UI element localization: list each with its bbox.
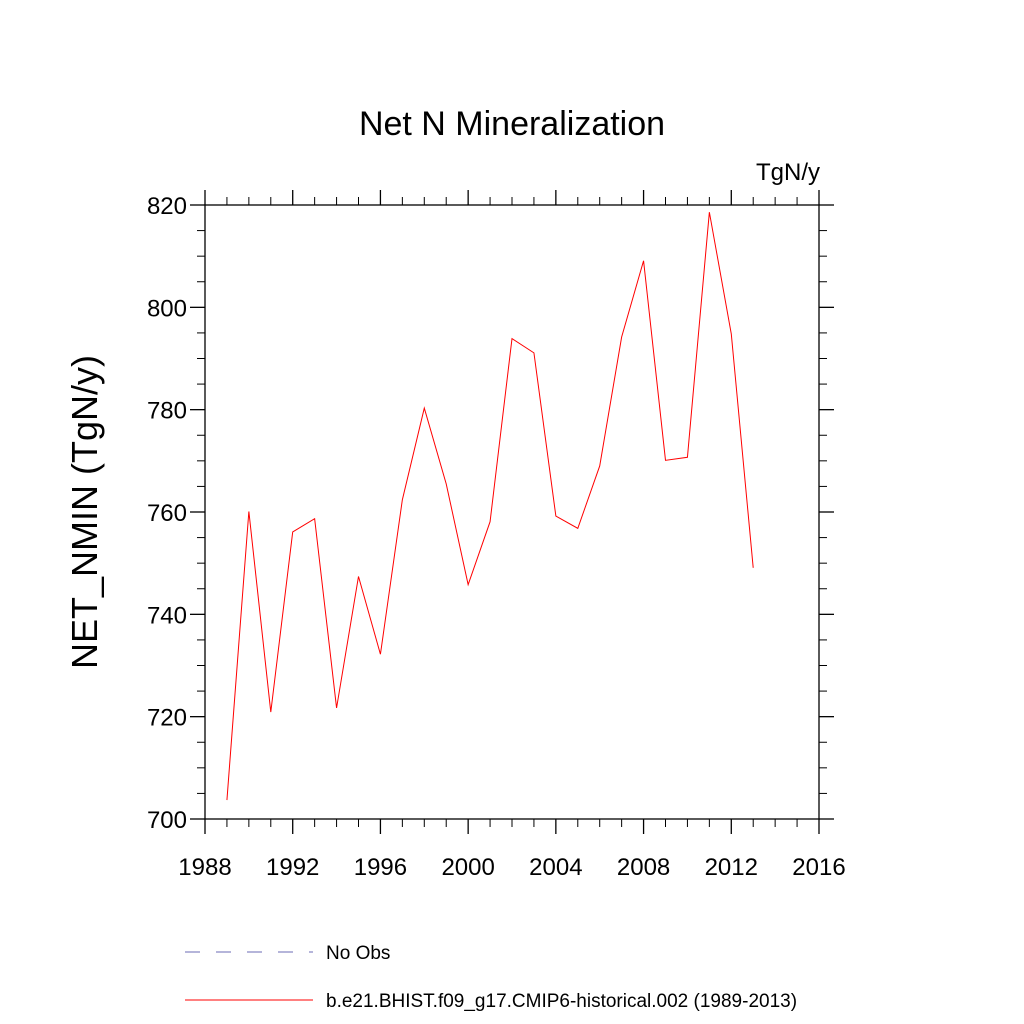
y-tick-label: 700: [147, 807, 187, 834]
x-tick-label: 2016: [792, 854, 845, 881]
x-tick-label: 2008: [617, 854, 670, 881]
major-ticks: [190, 190, 834, 834]
series-layer: [226, 212, 754, 801]
series-line-1: [226, 212, 754, 801]
x-tick-label: 2012: [705, 854, 758, 881]
y-tick-label: 740: [147, 602, 187, 629]
legend-label-0: No Obs: [326, 943, 390, 964]
x-tick-label: 2000: [441, 854, 494, 881]
legend-label-1: b.e21.BHIST.f09_g17.CMIP6-historical.002…: [326, 991, 797, 1012]
y-tick-label: 820: [147, 193, 187, 220]
y-tick-label: 800: [147, 295, 187, 322]
legend: No Obs b.e21.BHIST.f09_g17.CMIP6-historic…: [185, 943, 797, 1012]
x-tick-label: 1988: [178, 854, 231, 881]
y-tick-label: 780: [147, 398, 187, 425]
y-axis-title: NET_NMIN (TgN/y): [64, 355, 105, 669]
tick-labels: 1988 1992 1996 2000 2004 2008 2012 2016 700 720 74…: [147, 193, 846, 881]
x-tick-label: 2004: [529, 854, 582, 881]
units-label: TgN/y: [756, 159, 820, 186]
minor-ticks: [197, 197, 827, 827]
y-tick-label: 760: [147, 500, 187, 527]
plot-frame: [204, 204, 820, 820]
y-tick-label: 720: [147, 705, 187, 732]
x-tick-label: 1992: [266, 854, 319, 881]
x-tick-label: 1996: [354, 854, 407, 881]
chart-title: Net N Mineralization: [359, 105, 665, 143]
